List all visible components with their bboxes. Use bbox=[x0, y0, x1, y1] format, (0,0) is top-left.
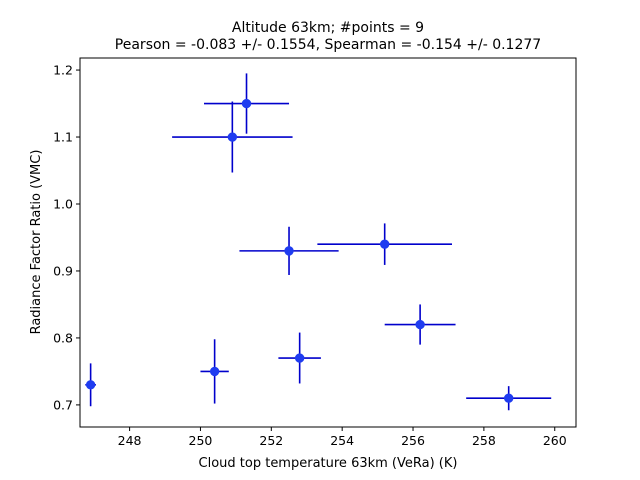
y-tick-label: 1.0 bbox=[53, 196, 73, 211]
y-axis: 0.7 0.8 0.9 1.0 1.1 1.2 bbox=[53, 63, 80, 412]
x-tick-label: 254 bbox=[330, 433, 354, 448]
y-axis-label: Radiance Factor Ratio (VMC) bbox=[29, 150, 44, 335]
point-marker bbox=[294, 353, 305, 363]
x-tick-label: 252 bbox=[259, 433, 283, 448]
y-tick-label: 1.2 bbox=[53, 63, 73, 78]
x-tick-label: 256 bbox=[401, 433, 425, 448]
point-marker bbox=[284, 246, 294, 256]
y-tick-label: 0.9 bbox=[53, 263, 73, 278]
data-point bbox=[317, 223, 452, 265]
data-point bbox=[466, 386, 552, 411]
point-marker bbox=[209, 366, 220, 377]
x-axis: 248 250 252 254 256 258 260 bbox=[118, 427, 567, 448]
data-point bbox=[172, 101, 293, 173]
data-point bbox=[239, 226, 339, 275]
chart-title-line2: Pearson = -0.083 +/- 0.1554, Spearman = … bbox=[115, 37, 541, 53]
data-point bbox=[278, 332, 321, 384]
point-marker bbox=[503, 393, 514, 403]
data-points bbox=[85, 73, 552, 411]
data-point bbox=[85, 363, 96, 407]
plot-area-frame bbox=[79, 57, 577, 428]
point-marker bbox=[241, 98, 252, 109]
point-marker bbox=[415, 319, 425, 330]
x-tick-label: 248 bbox=[118, 433, 142, 448]
point-marker bbox=[379, 239, 390, 249]
x-axis-label: Cloud top temperature 63km (VeRa) (K) bbox=[199, 456, 458, 471]
y-tick-label: 0.7 bbox=[53, 397, 73, 412]
x-tick-label: 260 bbox=[543, 433, 567, 448]
point-marker bbox=[227, 132, 238, 142]
data-point bbox=[204, 73, 290, 134]
x-tick-label: 250 bbox=[189, 433, 213, 448]
x-tick-label: 258 bbox=[472, 433, 496, 448]
chart-title-line1: Altitude 63km; #points = 9 bbox=[232, 20, 424, 36]
data-point bbox=[384, 304, 456, 345]
point-marker bbox=[85, 380, 96, 390]
y-tick-label: 0.8 bbox=[53, 330, 73, 345]
y-tick-label: 1.1 bbox=[53, 130, 73, 145]
data-point bbox=[200, 339, 229, 404]
